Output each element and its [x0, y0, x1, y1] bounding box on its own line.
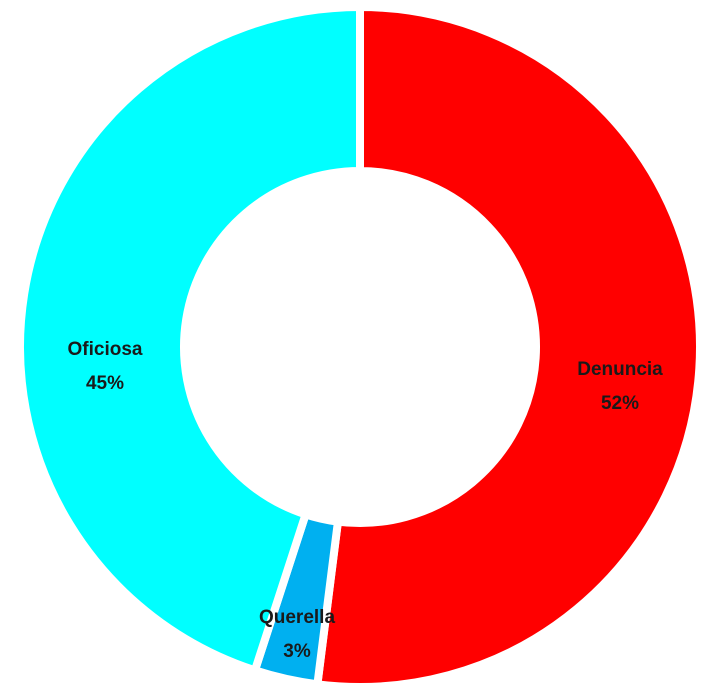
- slice-category-label: Querella: [259, 607, 335, 628]
- donut-slice: [313, 2, 701, 687]
- slice-category-label: Oficiosa: [68, 339, 143, 360]
- slice-value-label: 45%: [86, 373, 124, 394]
- slice-value-label: 52%: [601, 393, 639, 414]
- slice-category-label: Denuncia: [577, 359, 663, 380]
- donut-slice: [16, 2, 364, 676]
- slice-value-label: 3%: [283, 641, 311, 662]
